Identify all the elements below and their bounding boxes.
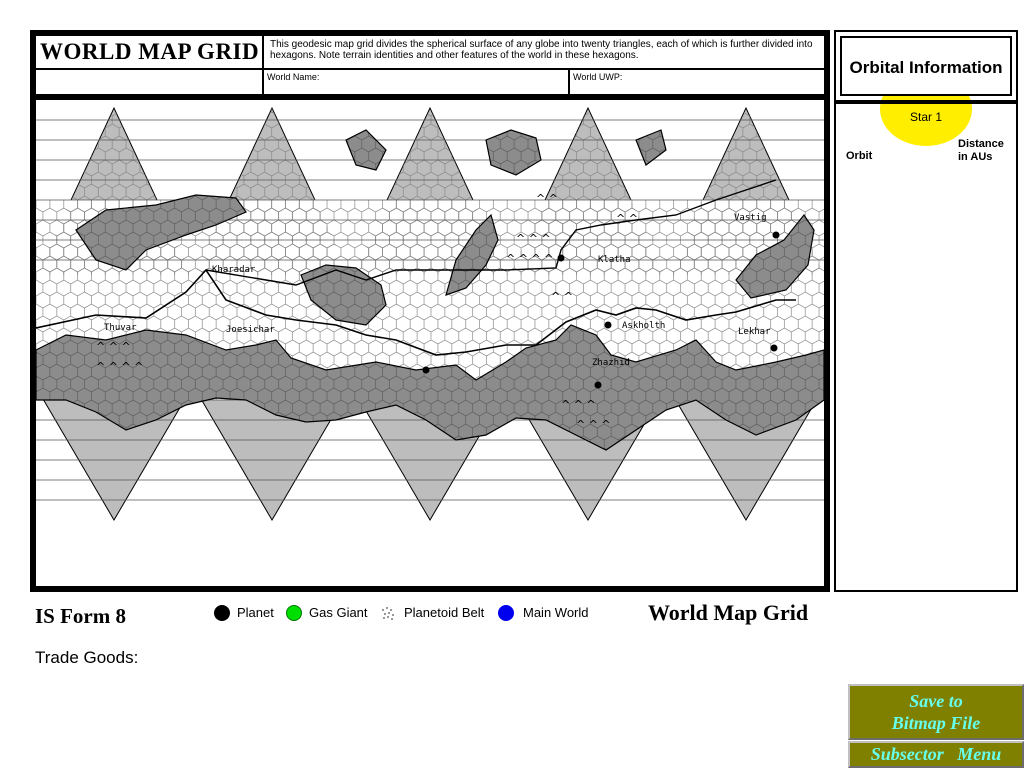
map-label-thuvar: Thuvar	[104, 323, 137, 333]
mountain-glyphs: ^ ^ ^ ^ ^ ^ ^ ^ ^ ^ ^ ^ ^ ^ ^ ^ ^ ^ ^ ^ ^ ^ ^…	[96, 192, 638, 431]
svg-text:^ ^ ^ ^: ^ ^ ^ ^	[506, 252, 553, 265]
world-name-field[interactable]: World Name:	[264, 70, 570, 94]
distance-column-label: Distance in AUs	[958, 138, 1004, 164]
svg-text:^ ^ ^: ^ ^ ^	[96, 340, 131, 353]
city-markers	[422, 231, 780, 389]
main-world-icon	[498, 605, 514, 621]
gas-giant-icon	[286, 605, 302, 621]
map-label-zhazhid: Zhazhid	[592, 358, 630, 368]
header-divider	[262, 36, 264, 68]
distance-label-line2: in AUs	[958, 151, 993, 163]
save-bitmap-button[interactable]: Save to Bitmap File	[848, 684, 1024, 740]
orbital-panel: Star 1 Orbital Information Orbit Distanc…	[834, 30, 1018, 592]
world-map-form: WORLD MAP GRID This geodesic map grid di…	[30, 30, 830, 592]
planet-icon	[214, 605, 230, 621]
map-label-vastig: Vastig	[734, 213, 767, 223]
subsector-menu-button[interactable]: Subsector Menu	[848, 741, 1024, 768]
svg-text:^ ^ ^: ^ ^ ^	[516, 232, 551, 245]
world-map[interactable]: ^ ^ ^ ^ ^ ^ ^ ^ ^ ^ ^ ^ ^ ^ ^ ^ ^ ^ ^ ^ ^ ^ ^…	[36, 100, 824, 530]
legend-planetoid-belt-label: Planetoid Belt	[404, 605, 485, 620]
form-description: This geodesic map grid divides the spher…	[270, 39, 813, 61]
world-uwp-label: World UWP:	[573, 72, 623, 82]
legend-planet-label: Planet	[237, 605, 274, 620]
save-button-line1: Save to	[909, 691, 963, 711]
world-name-label: World Name:	[267, 72, 320, 82]
form-name: World Map Grid	[648, 600, 809, 625]
svg-text:^ ^: ^ ^	[536, 192, 558, 205]
svg-text:^ ^ ^: ^ ^ ^	[576, 418, 611, 431]
trade-goods-label: Trade Goods:	[35, 648, 139, 667]
svg-text:^ ^: ^ ^	[551, 290, 573, 303]
distance-label-line1: Distance	[958, 138, 1004, 150]
map-label-kharadar: Kharadar	[212, 265, 256, 275]
form-title: WORLD MAP GRID	[40, 39, 260, 64]
route-line-north	[205, 179, 777, 286]
orbital-title-box: Orbital Information	[840, 36, 1012, 96]
planetoid-belt-icon	[382, 607, 394, 620]
map-margin	[36, 530, 824, 586]
world-uwp-field[interactable]: World UWP:	[570, 70, 824, 94]
legend-main-world-label: Main World	[523, 605, 589, 620]
blank-field[interactable]	[36, 70, 264, 94]
map-label-lekhar: Lekhar	[738, 327, 771, 337]
world-info-row: World Name: World UWP:	[36, 70, 824, 94]
star-1-label: Star 1	[909, 110, 942, 124]
svg-text:^ ^ ^ ^: ^ ^ ^ ^	[96, 360, 143, 373]
legend-gas-giant-label: Gas Giant	[309, 605, 368, 620]
form-header: WORLD MAP GRID This geodesic map grid di…	[36, 36, 824, 70]
map-label-joesichar: Joesichar	[226, 325, 275, 335]
orbital-rule	[836, 100, 1016, 104]
map-label-askholth: Askholth	[622, 321, 665, 331]
orbital-title: Orbital Information	[849, 58, 1003, 77]
orbit-column-label: Orbit	[846, 150, 873, 162]
header-rule	[36, 94, 824, 100]
subsector-button-label: Subsector Menu	[870, 744, 1002, 764]
map-label-klatha: Klatha	[598, 255, 631, 265]
svg-text:^ ^ ^: ^ ^ ^	[561, 398, 596, 411]
save-button-line2: Bitmap File	[891, 713, 981, 733]
land-masses	[36, 129, 824, 451]
form-id: IS Form 8	[35, 604, 126, 628]
